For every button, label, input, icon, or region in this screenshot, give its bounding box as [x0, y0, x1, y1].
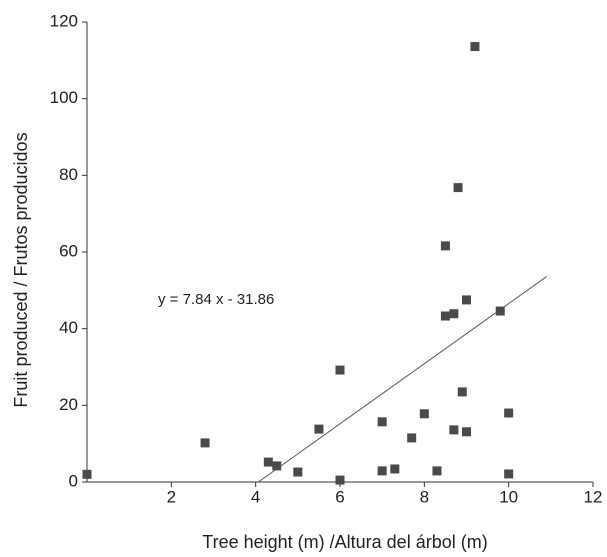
point — [495, 306, 505, 316]
x-axis-title: Tree height (m) /Altura del árbol (m) — [202, 532, 487, 552]
x-tick-label: 4 — [251, 487, 260, 506]
point — [440, 311, 450, 321]
point — [390, 464, 400, 474]
point — [263, 457, 273, 467]
y-axis-title: Fruit produced / Frutos producidos — [11, 132, 31, 407]
equation: y = 7.84 x - 31.86 — [158, 291, 274, 308]
point — [457, 387, 467, 397]
point — [82, 469, 92, 479]
y-tick-label: 40 — [59, 318, 78, 337]
point — [462, 295, 471, 305]
x-tick-label: 10 — [499, 487, 518, 506]
point — [407, 433, 417, 443]
point — [449, 425, 459, 435]
y-tick-label: 80 — [59, 165, 78, 184]
x-tick-label: 6 — [335, 487, 344, 506]
point — [419, 409, 429, 419]
y-tick-label: 0 — [69, 471, 78, 490]
y-tick-label: 60 — [59, 241, 78, 260]
point — [440, 241, 450, 251]
point — [449, 309, 459, 319]
point — [453, 183, 463, 193]
point — [335, 475, 345, 485]
point — [335, 365, 345, 375]
x-tick-label: 8 — [420, 487, 429, 506]
point — [293, 467, 303, 477]
y-tick-label: 20 — [59, 395, 78, 414]
point — [432, 466, 442, 476]
y-tick-label: 100 — [50, 88, 78, 107]
point — [272, 461, 282, 471]
point — [462, 427, 471, 437]
point — [504, 408, 514, 418]
y-tick-label: 120 — [50, 11, 78, 30]
point — [377, 417, 387, 427]
x-tick-label: 12 — [584, 487, 603, 506]
point — [314, 424, 324, 434]
point — [377, 466, 387, 476]
point — [200, 438, 210, 448]
x-tick-label: 2 — [167, 487, 176, 506]
point — [504, 469, 514, 479]
point — [470, 42, 480, 52]
